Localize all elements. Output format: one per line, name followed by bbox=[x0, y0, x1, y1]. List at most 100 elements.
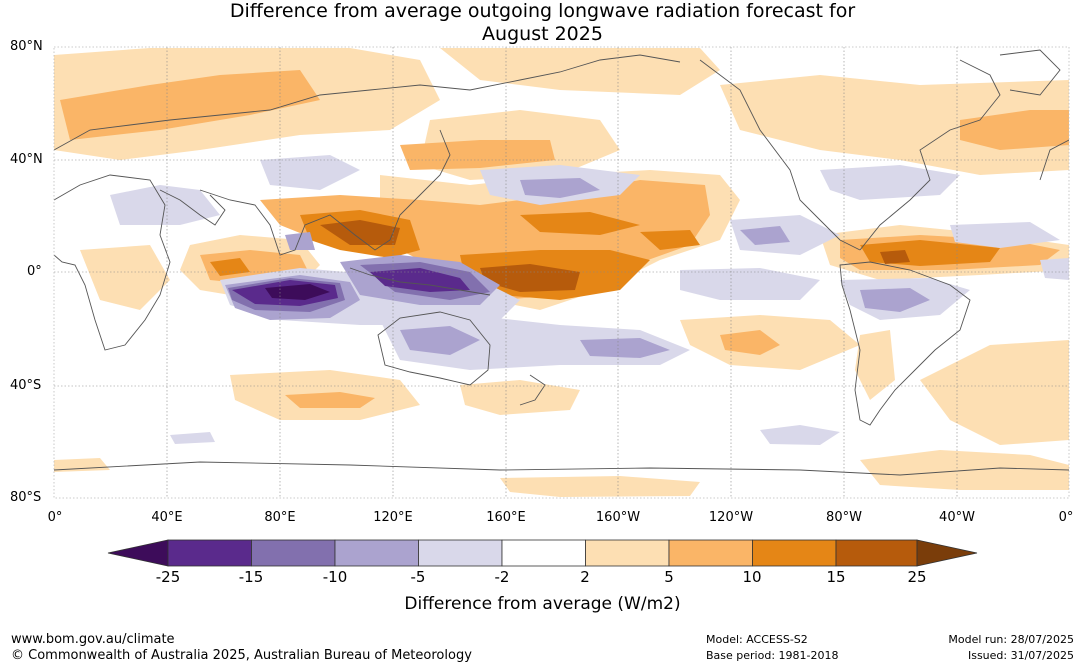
map-frame bbox=[53, 46, 1070, 499]
anomaly-region bbox=[400, 326, 480, 355]
footer-issued: Issued: 31/07/2025 bbox=[967, 649, 1074, 662]
coastline-south-america bbox=[839, 261, 971, 426]
anomaly-region bbox=[400, 140, 555, 170]
title-line-2: August 2025 bbox=[482, 23, 603, 45]
anomaly-region bbox=[640, 230, 700, 250]
coastline-western-europe bbox=[1039, 139, 1069, 181]
title-line-1: Difference from average outgoing longwav… bbox=[229, 0, 856, 22]
colorbar-tick: 5 bbox=[664, 568, 674, 586]
coastlines bbox=[54, 49, 1069, 476]
anomaly-region bbox=[860, 288, 930, 312]
colorbar-segment bbox=[251, 539, 336, 567]
anomaly-region bbox=[480, 264, 580, 292]
anomaly-region bbox=[960, 110, 1069, 150]
anomaly-region bbox=[520, 178, 600, 198]
anomaly-region bbox=[720, 75, 1069, 175]
lat-label-80s: 80°S bbox=[10, 490, 42, 505]
footer-website[interactable]: www.bom.gov.au/climate bbox=[11, 632, 175, 647]
coastline-australia bbox=[377, 311, 491, 386]
anomaly-region bbox=[820, 165, 960, 200]
colorbar-segment bbox=[752, 539, 837, 567]
anomaly-region bbox=[855, 330, 895, 400]
colorbar-segment bbox=[585, 539, 670, 567]
anomaly-15-25 bbox=[320, 220, 910, 292]
anomaly-region bbox=[285, 232, 315, 250]
anomaly-region bbox=[170, 432, 215, 444]
anomaly-region bbox=[720, 330, 780, 355]
anomaly-region bbox=[265, 284, 330, 300]
colorbar-extend-low bbox=[107, 539, 169, 567]
lat-label-40n: 40°N bbox=[10, 152, 43, 167]
anomaly-region bbox=[320, 220, 400, 245]
colorbar-tick: -10 bbox=[322, 568, 348, 586]
coastline-arabia bbox=[159, 189, 226, 226]
colorbar bbox=[107, 539, 978, 567]
footer-model-run: Model run: 28/07/2025 bbox=[948, 633, 1074, 646]
anomaly-region bbox=[80, 245, 170, 310]
colorbar-tick: 10 bbox=[742, 568, 762, 586]
anomaly-region bbox=[370, 268, 470, 292]
colorbar-title: Difference from average (W/m2) bbox=[404, 594, 681, 614]
lon-label-80w: 80°W bbox=[826, 510, 862, 525]
anomaly-region bbox=[880, 250, 910, 264]
lon-label-120e: 120°E bbox=[373, 510, 413, 525]
anomaly-region bbox=[460, 380, 580, 415]
coastline-north-america bbox=[699, 59, 861, 251]
graticule bbox=[54, 47, 1069, 498]
anomaly-region bbox=[740, 226, 790, 245]
lon-label-160w: 160°W bbox=[595, 510, 641, 525]
anomaly-neg-25 bbox=[265, 284, 330, 300]
colorbar-segment bbox=[668, 539, 753, 567]
anomaly-region bbox=[440, 48, 720, 95]
coastline-antarctica bbox=[54, 461, 1069, 476]
lon-label-80e: 80°E bbox=[264, 510, 296, 525]
anomaly-region bbox=[54, 458, 110, 472]
lon-label-0: 0° bbox=[47, 510, 63, 525]
lat-label-40s: 40°S bbox=[10, 378, 42, 393]
colorbar-segment bbox=[167, 539, 252, 567]
coastline-new-zealand bbox=[519, 374, 546, 406]
colorbar-extend-high bbox=[916, 539, 978, 567]
anomaly-region bbox=[950, 222, 1060, 248]
footer-model: Model: ACCESS-S2 bbox=[706, 633, 808, 646]
lat-label-equator: 0° bbox=[27, 264, 42, 279]
anomaly-region bbox=[760, 425, 840, 445]
anomaly-region bbox=[1040, 258, 1069, 280]
anomaly-region bbox=[500, 476, 700, 497]
colorbar-tick: 2 bbox=[580, 568, 590, 586]
anomaly-region bbox=[520, 212, 640, 235]
colorbar-segment bbox=[501, 539, 586, 567]
lon-label-160e: 160°E bbox=[486, 510, 526, 525]
lon-label-40e: 40°E bbox=[151, 510, 183, 525]
colorbar-tick: -5 bbox=[410, 568, 426, 586]
lon-label-0-east: 0° bbox=[1058, 510, 1074, 525]
footer-base-period: Base period: 1981-2018 bbox=[706, 649, 839, 662]
anomaly-region bbox=[285, 392, 375, 408]
colorbar-tick: -25 bbox=[155, 568, 181, 586]
lon-label-120w: 120°W bbox=[708, 510, 754, 525]
anomaly-region bbox=[210, 258, 250, 276]
footer-copyright: © Commonwealth of Australia 2025, Austra… bbox=[11, 648, 472, 663]
colorbar-segment bbox=[835, 539, 918, 567]
colorbar-tick: 15 bbox=[826, 568, 846, 586]
anomaly-region bbox=[260, 155, 360, 190]
coastline-africa bbox=[54, 174, 171, 351]
coastline-indonesia bbox=[349, 267, 491, 296]
colorbar-tick: -15 bbox=[238, 568, 264, 586]
anomaly-region bbox=[680, 268, 820, 300]
map-title: Difference from average outgoing longwav… bbox=[0, 0, 1085, 46]
anomaly-region bbox=[860, 450, 1069, 490]
coastline-europe-asia bbox=[54, 54, 681, 151]
lat-label-80n: 80°N bbox=[10, 39, 43, 54]
colorbar-segment bbox=[334, 539, 419, 567]
colorbar-segment bbox=[418, 539, 503, 567]
lon-label-40w: 40°W bbox=[939, 510, 975, 525]
coastline-greenland bbox=[999, 49, 1061, 96]
colorbar-tick: -2 bbox=[494, 568, 510, 586]
colorbar-tick: 25 bbox=[907, 568, 927, 586]
map-area bbox=[54, 47, 1069, 498]
coastline-north-america-east bbox=[859, 59, 1001, 251]
anomaly-region bbox=[60, 70, 320, 140]
coastline-south-asia bbox=[199, 129, 451, 256]
